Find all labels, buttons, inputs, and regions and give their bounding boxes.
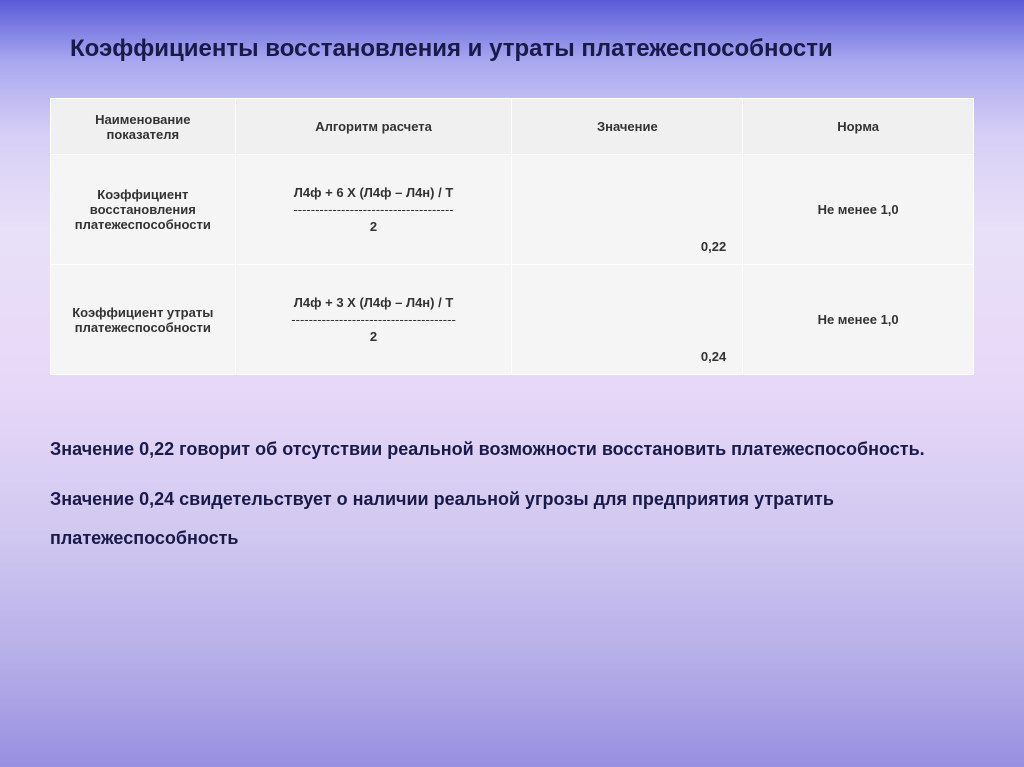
table-row: Коэффициент восстановления платежеспособ…	[51, 155, 974, 265]
th-algo: Алгоритм расчета	[235, 99, 512, 155]
formula-divider: -------------------------------------	[246, 202, 502, 217]
table-row: Коэффициент утраты платежеспособности Л4…	[51, 265, 974, 375]
formula-numerator: Л4ф + 3 Х (Л4ф – Л4н) / Т	[246, 295, 502, 310]
page-title: Коэффициенты восстановления и утраты пла…	[70, 35, 974, 63]
cell-value: 0,22	[512, 155, 743, 265]
commentary-line-1: Значение 0,22 говорит об отсутствии реал…	[50, 430, 974, 470]
commentary-block: Значение 0,22 говорит об отсутствии реал…	[50, 430, 974, 559]
cell-algo: Л4ф + 3 Х (Л4ф – Л4н) / Т --------------…	[235, 265, 512, 375]
th-name: Наименование показателя	[51, 99, 236, 155]
coefficients-table: Наименование показателя Алгоритм расчета…	[50, 98, 974, 375]
cell-name: Коэффициент утраты платежеспособности	[51, 265, 236, 375]
cell-value: 0,24	[512, 265, 743, 375]
commentary-line-2: Значение 0,24 свидетельствует о наличии …	[50, 480, 974, 559]
th-value: Значение	[512, 99, 743, 155]
formula-denominator: 2	[246, 219, 502, 234]
th-norm: Норма	[743, 99, 974, 155]
cell-algo: Л4ф + 6 Х (Л4ф – Л4н) / Т --------------…	[235, 155, 512, 265]
cell-norm: Не менее 1,0	[743, 265, 974, 375]
formula-denominator: 2	[246, 329, 502, 344]
cell-norm: Не менее 1,0	[743, 155, 974, 265]
table-header-row: Наименование показателя Алгоритм расчета…	[51, 99, 974, 155]
cell-name: Коэффициент восстановления платежеспособ…	[51, 155, 236, 265]
formula-numerator: Л4ф + 6 Х (Л4ф – Л4н) / Т	[246, 185, 502, 200]
formula-divider: --------------------------------------	[246, 312, 502, 327]
